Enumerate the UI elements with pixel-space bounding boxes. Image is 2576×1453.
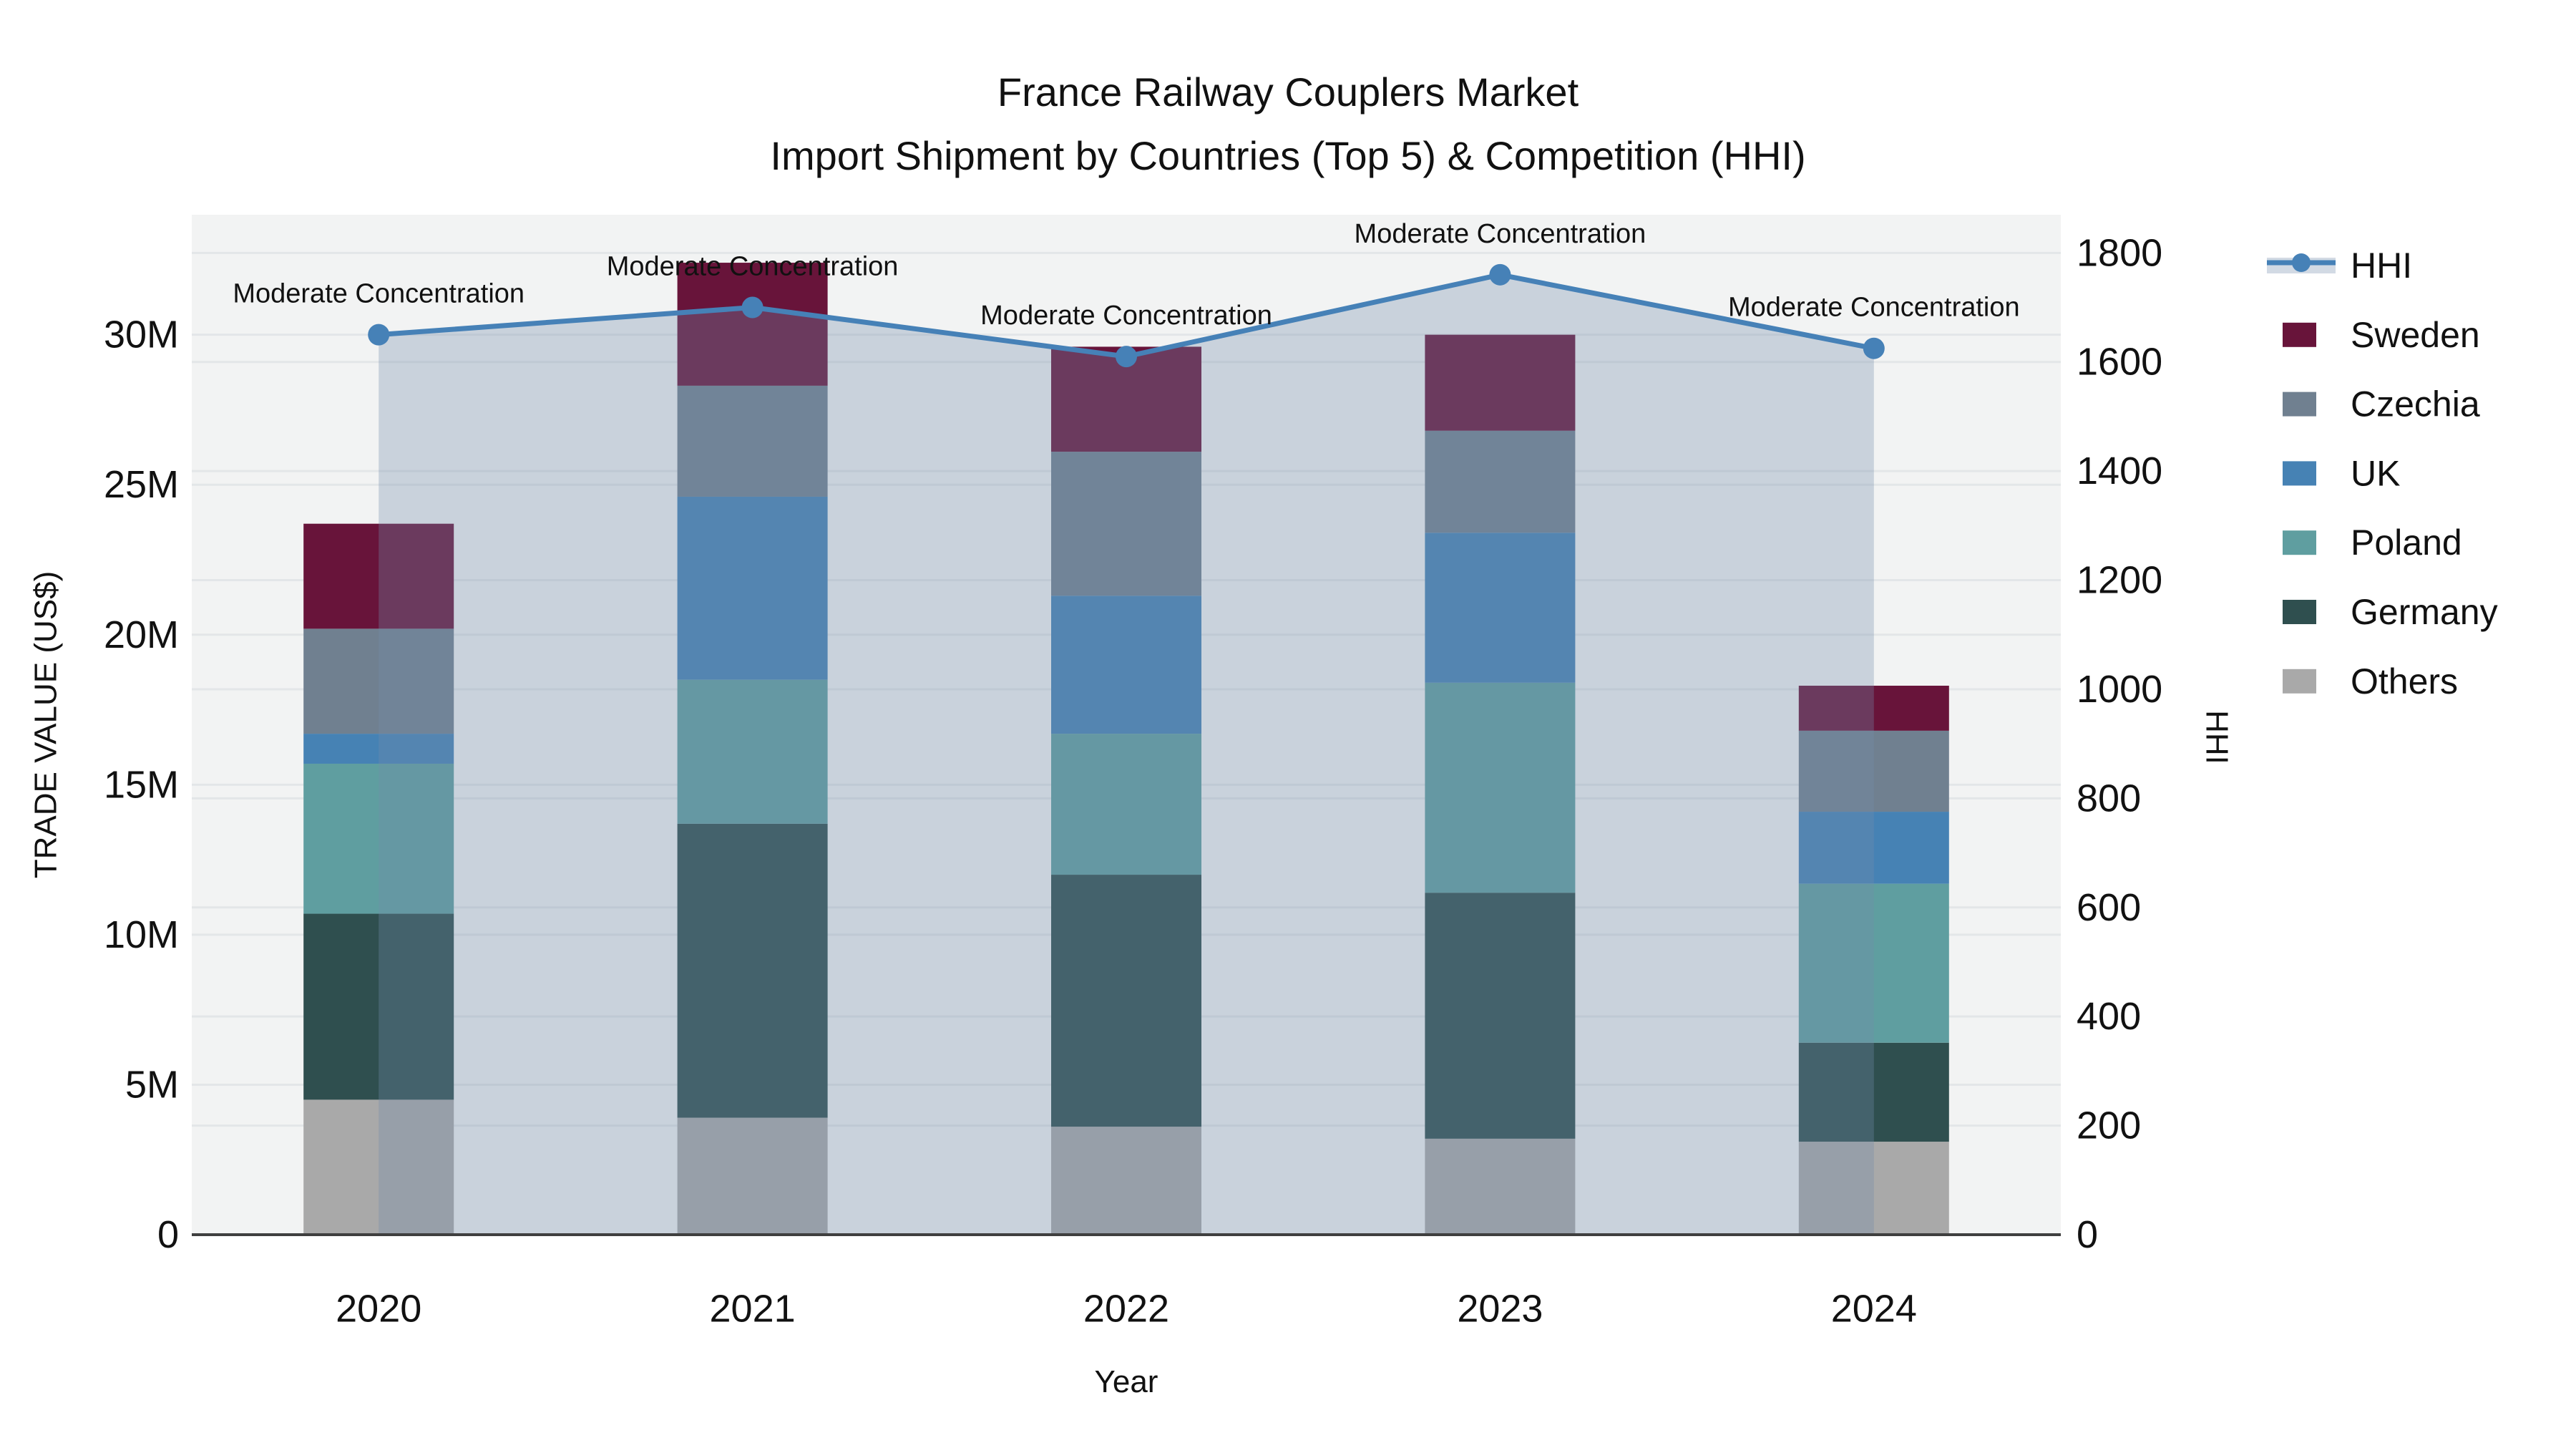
bar-2021-sweden[interactable] bbox=[677, 263, 828, 386]
legend-swatch-others bbox=[2283, 669, 2316, 694]
y-tick-label-0: 0 bbox=[157, 1213, 179, 1256]
hhi-marker-2022[interactable] bbox=[1116, 346, 1137, 368]
y2-tick-label-1200: 1200 bbox=[2077, 559, 2162, 602]
bar-2021-poland[interactable] bbox=[677, 679, 828, 824]
legend-item-poland[interactable]: Poland bbox=[2283, 523, 2462, 563]
legend-swatch-uk bbox=[2283, 461, 2316, 486]
legend-label-poland: Poland bbox=[2351, 523, 2462, 563]
bar-2021-uk[interactable] bbox=[677, 496, 828, 680]
hhi-marker-2021[interactable] bbox=[741, 296, 763, 319]
hhi-marker-2024[interactable] bbox=[1863, 337, 1885, 359]
y2-tick-label-200: 200 bbox=[2077, 1104, 2141, 1147]
y2-tick-label-0: 0 bbox=[2077, 1213, 2098, 1256]
bar-2023-czechia[interactable] bbox=[1425, 430, 1576, 533]
bar-2024-poland[interactable] bbox=[1798, 883, 1949, 1043]
bar-2020-czechia[interactable] bbox=[303, 628, 454, 734]
x-tick-label-2024: 2024 bbox=[1831, 1287, 1917, 1330]
bar-2022-uk[interactable] bbox=[1051, 596, 1201, 734]
y2-tick-label-800: 800 bbox=[2077, 777, 2141, 820]
bar-2022-czechia[interactable] bbox=[1051, 452, 1201, 596]
bar-2020-poland[interactable] bbox=[303, 763, 454, 914]
y-tick-label-25M: 25M bbox=[104, 463, 179, 506]
bar-2023-germany[interactable] bbox=[1425, 893, 1576, 1139]
bar-2024-czechia[interactable] bbox=[1798, 730, 1949, 812]
bar-2021-czechia[interactable] bbox=[677, 385, 828, 497]
y-tick-label-15M: 15M bbox=[104, 763, 179, 806]
bar-2020-uk[interactable] bbox=[303, 734, 454, 764]
bar-2022-others[interactable] bbox=[1051, 1127, 1201, 1235]
hhi-area-fill bbox=[379, 274, 1874, 1235]
legend-label-sweden: Sweden bbox=[2351, 315, 2480, 355]
bar-2020-others[interactable] bbox=[303, 1099, 454, 1235]
annotation-2024: Moderate Concentration bbox=[1728, 293, 2020, 323]
x-tick-label-2021: 2021 bbox=[710, 1287, 796, 1330]
legend-swatch-germany bbox=[2283, 600, 2316, 624]
x-tick-label-2023: 2023 bbox=[1457, 1287, 1543, 1330]
chart-title-line2: Import Shipment by Countries (Top 5) & C… bbox=[770, 133, 1806, 178]
y2-tick-label-1600: 1600 bbox=[2077, 341, 2162, 384]
legend-item-others[interactable]: Others bbox=[2283, 661, 2458, 701]
bar-2021-others[interactable] bbox=[677, 1117, 828, 1235]
legend-item-sweden[interactable]: Sweden bbox=[2283, 315, 2480, 355]
y2-tick-label-1400: 1400 bbox=[2077, 449, 2162, 492]
y2-tick-label-600: 600 bbox=[2077, 886, 2141, 929]
y-tick-label-30M: 30M bbox=[104, 314, 179, 356]
bar-2024-sweden[interactable] bbox=[1798, 686, 1949, 731]
bar-2024-others[interactable] bbox=[1798, 1142, 1949, 1235]
y2-tick-label-400: 400 bbox=[2077, 995, 2141, 1038]
legend-item-uk[interactable]: UK bbox=[2283, 453, 2400, 493]
annotation-2021: Moderate Concentration bbox=[607, 252, 899, 282]
y2-tick-label-1000: 1000 bbox=[2077, 668, 2162, 711]
annotation-2020: Moderate Concentration bbox=[233, 279, 525, 309]
legend-item-hhi[interactable]: HHI bbox=[2267, 246, 2412, 286]
legend-swatch-poland bbox=[2283, 530, 2316, 555]
chart-title-line1: France Railway Couplers Market bbox=[997, 69, 1579, 115]
bar-2023-poland[interactable] bbox=[1425, 682, 1576, 893]
bar-2023-uk[interactable] bbox=[1425, 533, 1576, 683]
bar-2022-germany[interactable] bbox=[1051, 875, 1201, 1127]
annotation-2022: Moderate Concentration bbox=[980, 301, 1272, 331]
x-axis-title: Year bbox=[1095, 1364, 1158, 1399]
bar-2023-sweden[interactable] bbox=[1425, 334, 1576, 431]
hhi-marker-2023[interactable] bbox=[1489, 263, 1511, 286]
legend-swatch-czechia bbox=[2283, 392, 2316, 417]
bar-2024-uk[interactable] bbox=[1798, 812, 1949, 884]
bar-2024-germany[interactable] bbox=[1798, 1042, 1949, 1142]
legend-hhi-marker-sample bbox=[2292, 253, 2311, 272]
annotation-2023: Moderate Concentration bbox=[1355, 219, 1646, 249]
legend-label-germany: Germany bbox=[2351, 592, 2498, 632]
y2-axis-title: HHI bbox=[2200, 710, 2235, 764]
legend-label-uk: UK bbox=[2351, 453, 2400, 493]
y-tick-label-10M: 10M bbox=[104, 913, 179, 956]
bar-2021-germany[interactable] bbox=[677, 823, 828, 1118]
legend-item-germany[interactable]: Germany bbox=[2283, 592, 2498, 632]
y-tick-label-20M: 20M bbox=[104, 613, 179, 656]
hhi-marker-2020[interactable] bbox=[368, 324, 390, 346]
legend-label-hhi: HHI bbox=[2351, 246, 2412, 286]
legend-label-others: Others bbox=[2351, 661, 2458, 701]
y-tick-label-5M: 5M bbox=[125, 1063, 179, 1106]
y2-tick-label-1800: 1800 bbox=[2077, 231, 2162, 274]
legend-label-czechia: Czechia bbox=[2351, 384, 2480, 424]
bar-2020-sweden[interactable] bbox=[303, 523, 454, 629]
y-axis-title: TRADE VALUE (US$) bbox=[29, 571, 64, 879]
legend-swatch-sweden bbox=[2283, 322, 2316, 347]
legend-item-czechia[interactable]: Czechia bbox=[2283, 384, 2480, 424]
x-tick-label-2020: 2020 bbox=[336, 1287, 421, 1330]
bar-2020-germany[interactable] bbox=[303, 913, 454, 1100]
bar-2023-others[interactable] bbox=[1425, 1138, 1576, 1235]
x-tick-label-2022: 2022 bbox=[1083, 1287, 1169, 1330]
bar-2022-poland[interactable] bbox=[1051, 734, 1201, 875]
